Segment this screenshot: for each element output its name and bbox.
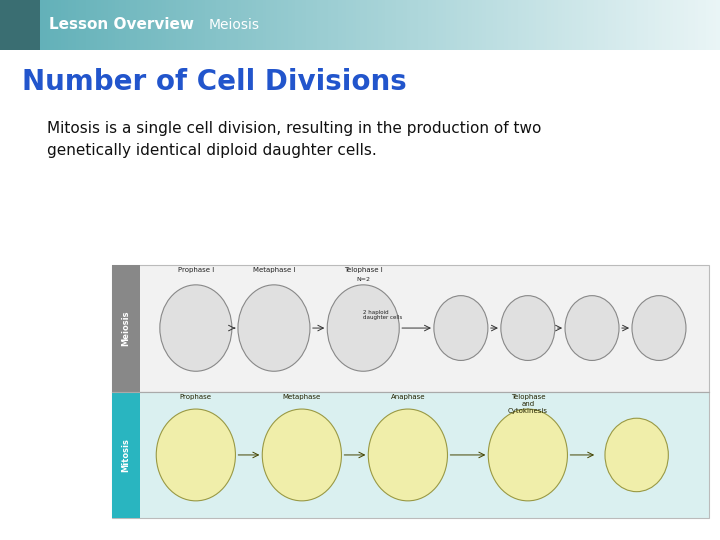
Text: Prophase I: Prophase I bbox=[178, 267, 214, 273]
Text: genetically identical diploid daughter cells.: genetically identical diploid daughter c… bbox=[47, 143, 377, 158]
Text: Number of Cell Divisions: Number of Cell Divisions bbox=[22, 68, 406, 96]
Ellipse shape bbox=[565, 295, 619, 361]
Text: Telophase
and
Cytokinesis: Telophase and Cytokinesis bbox=[508, 394, 548, 414]
Ellipse shape bbox=[262, 409, 341, 501]
Ellipse shape bbox=[160, 285, 232, 372]
Ellipse shape bbox=[501, 295, 555, 361]
FancyBboxPatch shape bbox=[112, 265, 140, 392]
Text: Meiosis: Meiosis bbox=[122, 310, 130, 346]
Text: Lesson Overview: Lesson Overview bbox=[49, 17, 194, 32]
Ellipse shape bbox=[238, 285, 310, 372]
Text: Mitosis is a single cell division, resulting in the production of two: Mitosis is a single cell division, resul… bbox=[47, 122, 541, 137]
FancyBboxPatch shape bbox=[112, 392, 140, 518]
Ellipse shape bbox=[327, 285, 400, 372]
Text: Meiosis: Meiosis bbox=[209, 18, 260, 32]
Ellipse shape bbox=[156, 409, 235, 501]
FancyBboxPatch shape bbox=[112, 265, 709, 392]
Ellipse shape bbox=[632, 295, 686, 361]
Text: Telophase I: Telophase I bbox=[344, 267, 382, 273]
Ellipse shape bbox=[434, 295, 488, 361]
Text: Anaphase: Anaphase bbox=[391, 394, 425, 400]
Ellipse shape bbox=[368, 409, 448, 501]
Text: 2 haploid
daughter cells: 2 haploid daughter cells bbox=[363, 309, 402, 321]
Text: Mitosis: Mitosis bbox=[122, 438, 130, 472]
Ellipse shape bbox=[488, 409, 567, 501]
Text: N=2: N=2 bbox=[356, 277, 370, 282]
Text: Metaphase I: Metaphase I bbox=[253, 267, 295, 273]
FancyBboxPatch shape bbox=[112, 392, 709, 518]
Ellipse shape bbox=[605, 418, 668, 492]
Text: Metaphase: Metaphase bbox=[283, 394, 321, 400]
Text: Prophase: Prophase bbox=[180, 394, 212, 400]
